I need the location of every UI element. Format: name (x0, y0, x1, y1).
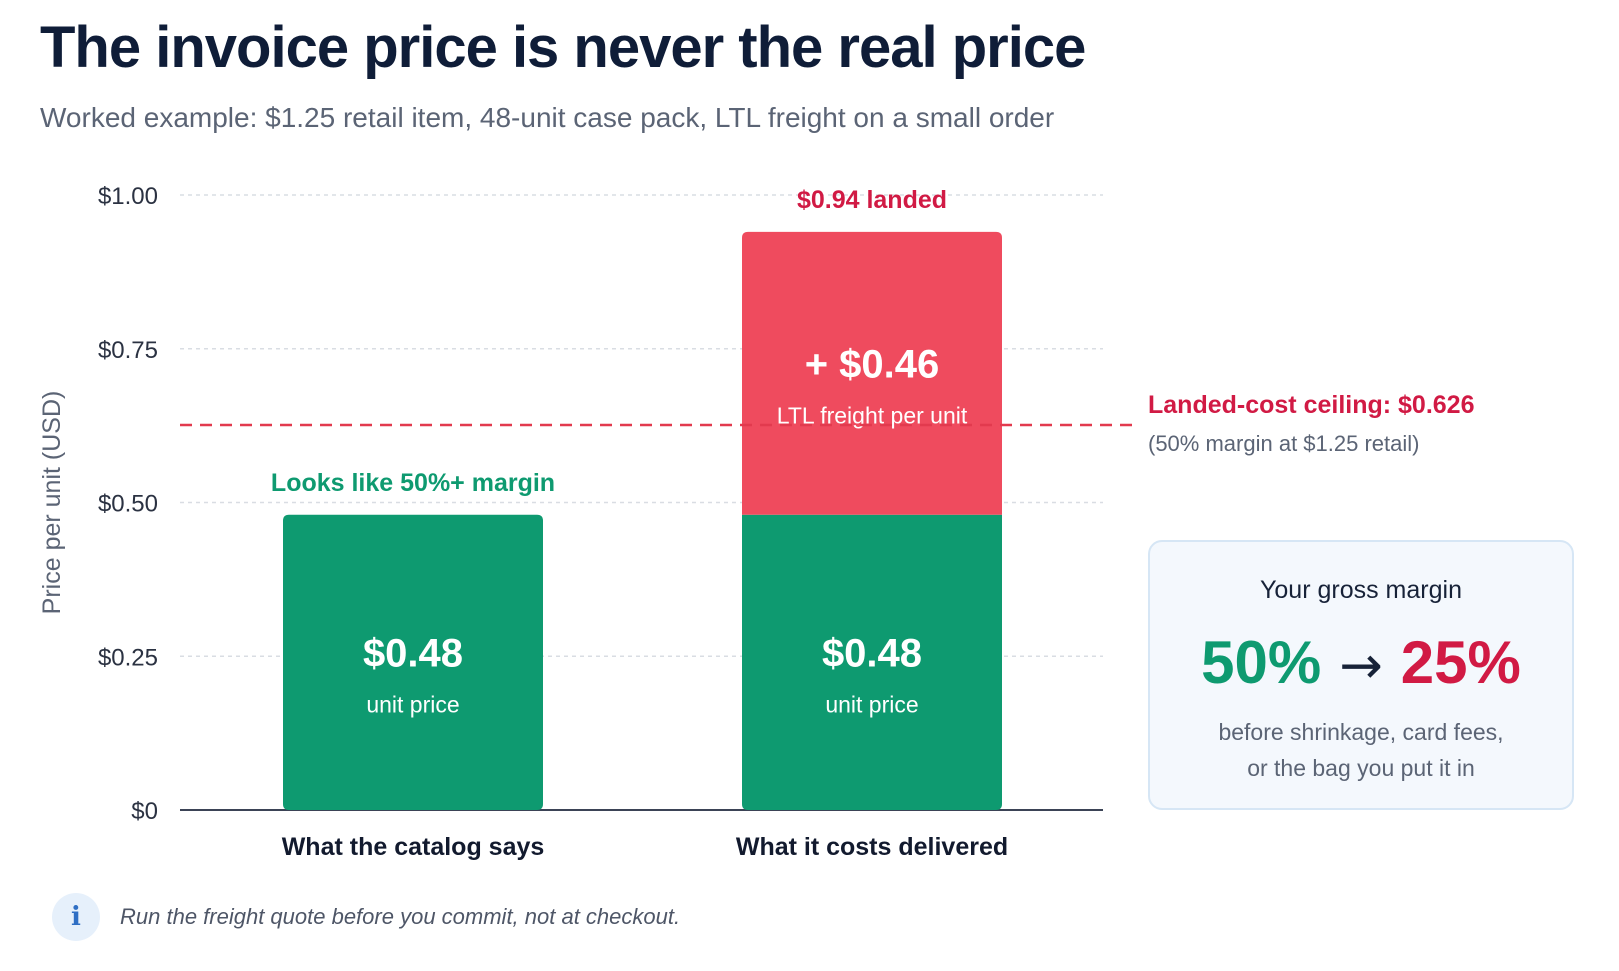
bar-sub-label: unit price (366, 691, 459, 717)
y-tick-label: $0.75 (98, 337, 158, 364)
bar-top-label: Looks like 50%+ margin (271, 469, 555, 497)
bar-chart: $0 $0.25 $0.50 $0.75 $1.00 Price per unit (US… (38, 183, 1475, 861)
y-tick-label: $0 (131, 798, 158, 825)
reference-line-label: Landed-cost ceiling: $0.626 (1148, 391, 1475, 419)
bar-segment (742, 514, 1002, 810)
footer-note: i Run the freight quote before you commi… (52, 892, 680, 942)
margin-comparison: 50% → 25% (1150, 628, 1572, 697)
bar-value-label: + $0.46 (805, 342, 940, 386)
bar-sub-label: unit price (825, 691, 918, 717)
bar-top-label: $0.94 landed (797, 186, 947, 214)
info-icon: i (52, 893, 100, 941)
y-tick-label: $0.25 (98, 644, 158, 671)
x-tick-label: What it costs delivered (736, 833, 1008, 861)
card-note-line-2: or the bag you put it in (1247, 755, 1475, 781)
gross-margin-card: Your gross margin 50% → 25% before shrinka… (1148, 540, 1574, 810)
card-heading: Your gross margin (1260, 576, 1462, 604)
bar-value-label: $0.48 (363, 631, 463, 675)
footer-text: Run the freight quote before you commit,… (120, 904, 681, 929)
bar-segment (283, 514, 543, 810)
card-note: before shrinkage, card fees, or the bag … (1150, 714, 1572, 786)
bar-value-label: $0.48 (822, 631, 922, 675)
y-tick-label: $1.00 (98, 183, 158, 210)
card-note-line-1: before shrinkage, card fees, (1218, 719, 1504, 745)
y-tick-label: $0.50 (98, 491, 158, 518)
arrow-right-icon: → (1339, 636, 1383, 696)
chart-title: The invoice price is never the real pric… (40, 15, 1086, 80)
y-axis-label: Price per unit (USD) (38, 391, 66, 615)
x-tick-label: What the catalog says (282, 833, 545, 861)
bar-segment (742, 231, 1002, 515)
margin-before: 50% (1201, 629, 1322, 696)
margin-after: 25% (1400, 629, 1521, 696)
reference-line-sublabel: (50% margin at $1.25 retail) (1148, 431, 1419, 456)
chart-subtitle: Worked example: $1.25 retail item, 48-un… (40, 102, 1055, 133)
